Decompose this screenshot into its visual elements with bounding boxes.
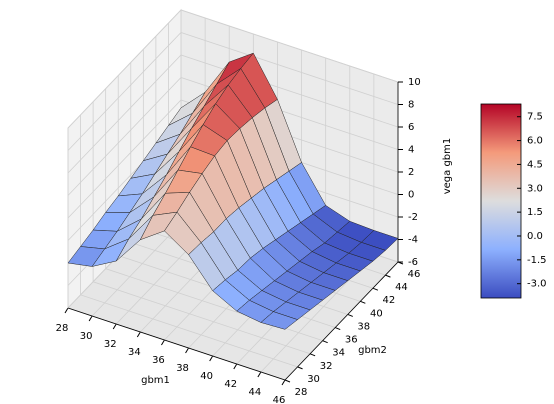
colorbar-tick-label: 4.5 [527,159,543,170]
y-tick [372,287,379,291]
y-tick [309,353,316,357]
x-tick [257,371,262,378]
x-tick-label: 32 [104,339,117,350]
x-tick [112,323,117,330]
x-axis [67,307,286,381]
grid-line [67,99,399,219]
y-axis-label: gbm2 [358,345,387,356]
z-tick-label: 6 [408,122,414,133]
z-tick-label: 4 [408,145,414,156]
y-tick-label: 32 [320,361,333,372]
x-tick-label: 36 [152,355,165,366]
y-tick-label: 42 [383,295,396,306]
y-tick [284,379,291,383]
grid-line [67,32,399,151]
y-tick [297,366,303,370]
colorbar-tick-label: 7.5 [527,112,543,123]
y-tick-label: 30 [307,374,320,385]
x-tick [64,307,69,314]
z-tick-label: 10 [408,77,421,88]
x-tick-label: 42 [224,379,237,390]
colorbar-tick-label: -1.5 [527,255,547,266]
y-tick [385,274,391,278]
z-tick-label: -6 [408,257,418,268]
grid-line [67,9,399,129]
y-tick-label: 40 [370,308,383,319]
x-tick-label: 38 [176,363,189,374]
x-axis-label: gbm1 [141,375,170,386]
surface-patch [260,311,298,330]
grid-line [67,54,399,174]
y-tick-label: 44 [395,282,408,293]
x-tick-label: 28 [56,323,69,334]
x-tick [136,331,141,338]
colorbar [480,103,522,299]
x-tick-label: 46 [273,395,286,404]
x-tick [281,379,286,386]
plot-3d: 2830323436384042444628303234363840424446… [56,8,421,404]
x-tick-label: 40 [200,371,213,382]
y-tick-label: 28 [295,387,308,398]
x-tick [209,355,214,362]
y-tick-label: 34 [332,348,345,359]
colorbar-tick-label: -3.0 [527,279,547,290]
x-tick [233,363,238,370]
colorbar-tick-label: 1.5 [527,207,543,218]
y-tick [335,327,341,331]
x-tick-label: 30 [80,331,93,342]
z-tick-label: -2 [408,212,418,223]
y-tick [360,300,366,304]
x-tick [185,347,189,354]
x-tick-label: 44 [249,387,262,398]
z-tick-label: 2 [408,167,414,178]
grid-line [67,77,399,196]
z-tick-label: 0 [408,190,414,201]
y-tick-label: 36 [345,335,358,346]
x-tick [161,339,165,346]
y-tick [322,340,328,344]
z-tick-label: -4 [408,235,418,246]
colorbar-tick-label: 6.0 [527,136,543,147]
z-axis-label: vega gbm1 [442,138,453,195]
y-tick-label: 38 [357,321,370,332]
y-tick-label: 46 [408,269,421,280]
x-tick-label: 34 [128,347,141,358]
colorbar-tick-label: 0.0 [527,231,543,242]
z-tick-label: 8 [408,100,414,111]
y-axis [284,261,399,381]
colorbar-tick-label: 3.0 [527,183,543,194]
y-tick [347,313,353,317]
x-tick [88,315,93,322]
